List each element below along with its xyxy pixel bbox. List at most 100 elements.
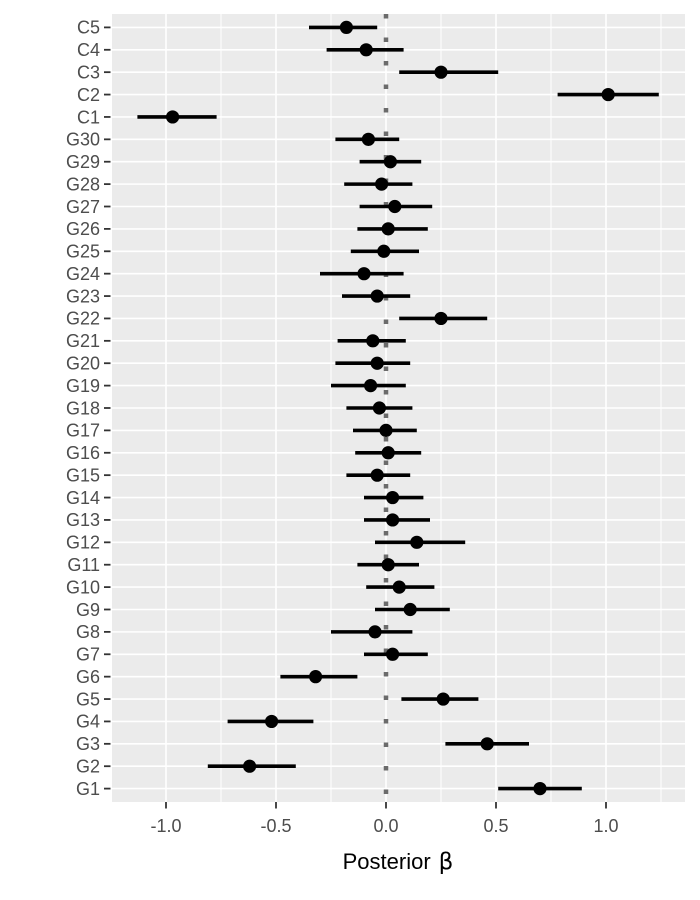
pointrange-C1: [137, 110, 217, 124]
y-tick-label: G22: [66, 309, 100, 329]
y-tick-label: G27: [66, 197, 100, 217]
pointrange-G2: [207, 759, 296, 773]
y-tick-label: G30: [66, 130, 100, 150]
pointrange-G22: [399, 311, 488, 326]
point-estimate: [480, 737, 494, 751]
pointrange-G13: [364, 513, 430, 527]
y-tick-label: C3: [77, 62, 100, 82]
y-tick-label: G13: [66, 510, 100, 530]
y-tick-label: C1: [77, 107, 100, 127]
y-tick-label: G1: [76, 779, 100, 799]
pointrange-G27: [359, 199, 433, 214]
y-tick-label: G20: [66, 354, 100, 374]
point-estimate: [381, 446, 395, 460]
point-estimate: [392, 580, 406, 594]
x-axis-title: Posterior β: [343, 849, 454, 875]
y-tick-label: G28: [66, 174, 100, 194]
pointrange-G4: [227, 714, 314, 729]
pointrange-G20: [335, 356, 411, 370]
pointrange-G3: [445, 737, 529, 751]
point-estimate: [309, 670, 323, 684]
y-tick-label: G29: [66, 152, 100, 172]
point-estimate: [339, 20, 353, 34]
point-estimate: [383, 155, 397, 169]
point-estimate: [403, 602, 417, 617]
y-tick-label: G12: [66, 533, 100, 553]
plot-area: -1.0 -0.5 0.0 0.5 1.0C5C4C3C2C1G30G29G28G27G…: [66, 14, 685, 836]
point-estimate: [366, 334, 380, 348]
y-tick-label: G7: [76, 645, 100, 665]
point-estimate: [601, 87, 615, 102]
y-tick-label: G10: [66, 577, 100, 597]
pointrange-G30: [335, 132, 400, 146]
y-tick-label: G15: [66, 465, 100, 485]
pointrange-G9: [375, 602, 450, 617]
y-tick-label: G14: [66, 488, 100, 508]
y-tick-label: G18: [66, 398, 100, 418]
pointrange-C2: [557, 87, 659, 102]
y-tick-label: G9: [76, 600, 100, 620]
point-estimate: [368, 625, 382, 639]
y-tick-label: G2: [76, 757, 100, 777]
y-tick-label: C4: [77, 40, 100, 60]
y-tick-label: G17: [66, 421, 100, 441]
y-tick-label: G25: [66, 242, 100, 262]
point-estimate: [361, 132, 375, 146]
y-tick-label: G5: [76, 689, 100, 709]
point-estimate: [370, 289, 384, 303]
point-estimate: [265, 714, 279, 729]
pointrange-G29: [359, 155, 422, 169]
pointrange-G7: [364, 647, 428, 661]
point-estimate: [386, 490, 400, 505]
point-estimate: [381, 222, 395, 236]
point-estimate: [243, 759, 257, 773]
point-estimate: [359, 43, 373, 57]
y-tick-label: G26: [66, 219, 100, 239]
point-estimate: [364, 379, 378, 393]
y-tick-label: G21: [66, 331, 100, 351]
y-tick-label: G6: [76, 667, 100, 687]
pointrange-C3: [399, 65, 499, 79]
point-estimate: [357, 267, 371, 281]
point-estimate: [375, 177, 389, 191]
y-tick-label: G11: [67, 555, 100, 575]
pointrange-G12: [375, 535, 466, 549]
pointrange-G14: [364, 490, 424, 505]
point-estimate: [410, 535, 424, 549]
x-tick-label: 1.0: [593, 816, 618, 836]
y-tick-label: G3: [76, 734, 100, 754]
pointrange-G15: [346, 468, 411, 482]
pointrange-G23: [342, 289, 411, 303]
pointrange-G8: [331, 625, 413, 639]
point-estimate: [166, 110, 180, 124]
point-estimate: [381, 558, 395, 572]
pointrange-G5: [401, 692, 479, 706]
x-axis-title-beta-symbol: β: [439, 849, 454, 875]
pointrange-G16: [355, 446, 422, 460]
y-tick-label: G4: [76, 712, 100, 732]
y-tick-label: G24: [66, 264, 100, 284]
point-estimate: [377, 244, 391, 258]
x-tick-label: -1.0: [150, 816, 181, 836]
y-tick-label: C2: [77, 85, 100, 105]
x-axis-title-word: Posterior: [343, 849, 431, 874]
y-tick-label: G16: [66, 443, 100, 463]
pointrange-G17: [353, 423, 417, 437]
y-tick-label: G23: [66, 286, 100, 306]
point-estimate: [386, 513, 400, 527]
pointrange-G25: [350, 244, 419, 258]
y-tick-label: C5: [77, 18, 100, 38]
point-estimate: [533, 782, 547, 796]
y-tick-label: G8: [76, 622, 100, 642]
point-estimate: [370, 468, 384, 482]
pointrange-G1: [498, 782, 582, 796]
point-estimate: [386, 647, 400, 661]
point-estimate: [388, 199, 402, 214]
pointrange-G28: [344, 177, 413, 191]
pointrange-G19: [331, 379, 406, 393]
pointrange-G21: [337, 334, 406, 348]
point-estimate: [434, 311, 448, 326]
point-estimate: [370, 356, 384, 370]
point-estimate: [379, 423, 393, 437]
